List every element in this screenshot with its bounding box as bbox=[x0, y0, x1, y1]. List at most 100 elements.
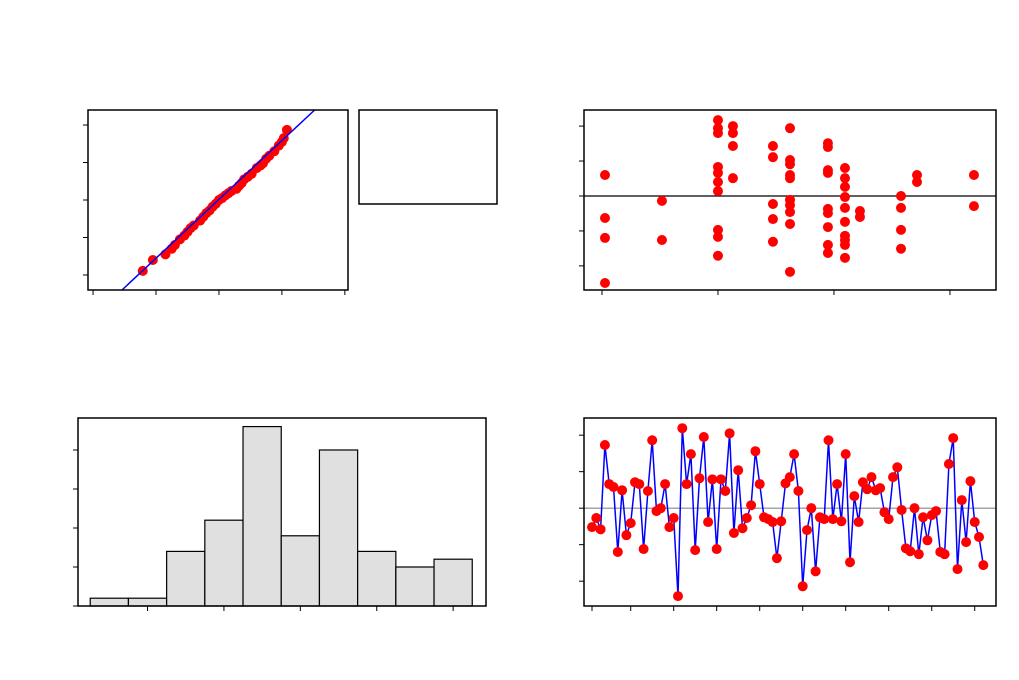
plot-frame bbox=[583, 417, 997, 607]
point bbox=[888, 472, 899, 483]
point bbox=[716, 474, 727, 485]
bar bbox=[89, 597, 130, 607]
point bbox=[948, 433, 959, 444]
point bbox=[832, 479, 843, 490]
point bbox=[642, 486, 653, 497]
point bbox=[789, 449, 800, 460]
point bbox=[969, 517, 980, 528]
point bbox=[896, 504, 907, 515]
bar bbox=[357, 550, 397, 607]
point bbox=[819, 514, 830, 525]
point bbox=[839, 192, 850, 203]
point bbox=[862, 484, 873, 495]
point bbox=[608, 481, 619, 492]
point bbox=[677, 423, 688, 434]
point bbox=[827, 514, 838, 525]
series-line bbox=[591, 428, 985, 597]
point bbox=[617, 485, 628, 496]
point bbox=[712, 250, 723, 261]
point bbox=[968, 170, 979, 181]
point bbox=[599, 213, 610, 223]
point bbox=[822, 239, 833, 250]
point bbox=[767, 236, 778, 247]
point bbox=[822, 222, 833, 233]
point bbox=[913, 549, 924, 560]
point bbox=[720, 486, 731, 497]
point bbox=[727, 128, 738, 139]
point bbox=[784, 472, 795, 483]
point bbox=[961, 537, 972, 548]
point bbox=[712, 231, 723, 242]
point bbox=[750, 446, 761, 457]
point bbox=[746, 500, 757, 511]
point bbox=[681, 479, 692, 490]
point bbox=[767, 141, 778, 151]
point bbox=[896, 224, 907, 235]
point bbox=[767, 214, 778, 225]
point bbox=[896, 202, 907, 213]
point bbox=[839, 252, 850, 263]
point bbox=[892, 462, 903, 473]
point bbox=[974, 532, 985, 543]
point bbox=[741, 513, 752, 524]
bar bbox=[433, 558, 473, 607]
point bbox=[698, 431, 709, 442]
point bbox=[785, 123, 795, 134]
point bbox=[612, 546, 623, 557]
point bbox=[854, 211, 865, 222]
bar bbox=[242, 425, 282, 607]
point bbox=[839, 181, 850, 192]
point bbox=[656, 235, 667, 246]
bar bbox=[318, 449, 359, 607]
point bbox=[896, 243, 907, 254]
point bbox=[823, 435, 834, 446]
plot-frame bbox=[77, 417, 487, 607]
point bbox=[952, 564, 963, 575]
point bbox=[939, 549, 950, 560]
point bbox=[839, 239, 850, 250]
point bbox=[625, 518, 636, 529]
fit-line bbox=[121, 109, 316, 291]
point bbox=[634, 479, 645, 490]
point bbox=[896, 190, 907, 201]
point bbox=[599, 232, 610, 243]
point bbox=[771, 553, 782, 564]
point bbox=[968, 201, 979, 212]
point bbox=[840, 449, 851, 460]
point bbox=[965, 476, 976, 487]
point bbox=[660, 479, 671, 490]
point bbox=[668, 513, 679, 524]
point bbox=[866, 472, 877, 483]
point bbox=[655, 503, 666, 514]
point bbox=[839, 216, 850, 227]
point bbox=[785, 200, 795, 211]
empty-box bbox=[358, 109, 498, 205]
bar bbox=[127, 597, 168, 607]
point bbox=[839, 202, 850, 213]
point bbox=[599, 278, 610, 289]
point bbox=[978, 560, 989, 571]
point bbox=[767, 199, 778, 210]
point bbox=[754, 479, 765, 490]
point bbox=[727, 173, 738, 184]
point bbox=[853, 517, 864, 528]
point bbox=[656, 195, 667, 206]
point bbox=[776, 516, 787, 527]
point bbox=[912, 170, 923, 181]
point bbox=[712, 224, 723, 235]
point bbox=[724, 428, 735, 439]
point bbox=[912, 177, 923, 187]
point bbox=[733, 465, 744, 476]
point bbox=[712, 177, 723, 187]
point bbox=[806, 503, 817, 514]
point bbox=[875, 483, 886, 494]
point bbox=[909, 503, 920, 514]
point bbox=[673, 591, 684, 602]
point bbox=[905, 546, 916, 557]
point bbox=[822, 247, 833, 258]
point bbox=[767, 517, 778, 528]
point bbox=[281, 124, 292, 135]
point bbox=[599, 170, 610, 181]
point bbox=[822, 208, 833, 219]
